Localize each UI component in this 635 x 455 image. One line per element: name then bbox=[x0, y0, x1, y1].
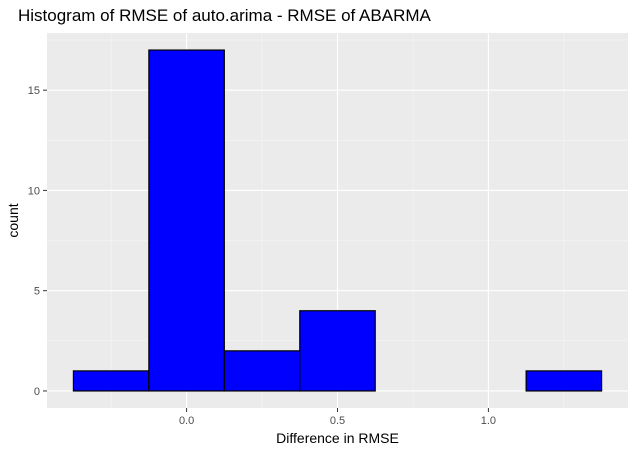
y-tick-label: 15 bbox=[28, 85, 40, 97]
chart-title: Histogram of RMSE of auto.arima - RMSE o… bbox=[18, 6, 432, 25]
x-tick-label: 1.0 bbox=[481, 415, 496, 427]
x-tick-label: 0.0 bbox=[179, 415, 194, 427]
histogram-bar bbox=[72, 370, 150, 392]
histogram-bar bbox=[223, 350, 301, 392]
x-axis: 0.0 0.5 1.0 bbox=[179, 408, 496, 427]
histogram-bar bbox=[525, 370, 603, 392]
y-tick-label: 10 bbox=[28, 185, 40, 197]
y-tick-label: 5 bbox=[34, 286, 40, 298]
y-axis: 0 5 10 15 bbox=[28, 85, 47, 398]
x-tick-label: 0.5 bbox=[330, 415, 345, 427]
x-axis-title: Difference in RMSE bbox=[276, 430, 399, 446]
y-tick-label: 0 bbox=[34, 386, 40, 398]
histogram-bar bbox=[299, 310, 376, 392]
y-axis-title: count bbox=[5, 203, 21, 237]
histogram-bars bbox=[72, 49, 603, 392]
histogram-bar bbox=[148, 49, 225, 392]
